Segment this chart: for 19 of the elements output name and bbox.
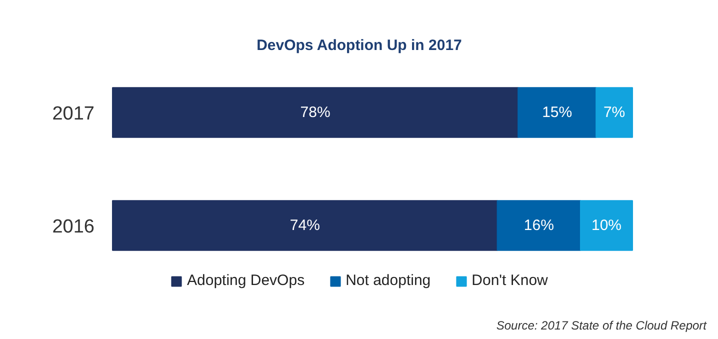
- data-label: 74%: [290, 217, 320, 234]
- data-label: 10%: [591, 217, 622, 234]
- source-note: Source: 2017 State of the Cloud Report: [496, 318, 708, 332]
- chart-title: DevOps Adoption Up in 2017: [256, 37, 462, 54]
- y-tick-label: 2016: [52, 216, 95, 238]
- data-label: 15%: [542, 104, 572, 121]
- legend-label: Not adopting: [346, 272, 431, 289]
- bar: [496, 200, 581, 251]
- data-label: 78%: [300, 104, 330, 121]
- data-label: 7%: [603, 104, 626, 121]
- bar: [580, 200, 633, 251]
- bar: [112, 200, 498, 251]
- bar: [518, 87, 597, 138]
- bar: [596, 87, 633, 138]
- legend-label: Don't Know: [472, 272, 548, 289]
- data-label: 16%: [524, 217, 554, 234]
- legend-label: Adopting DevOps: [187, 272, 305, 289]
- bar: [112, 87, 519, 138]
- y-tick-label: 2017: [52, 104, 95, 124]
